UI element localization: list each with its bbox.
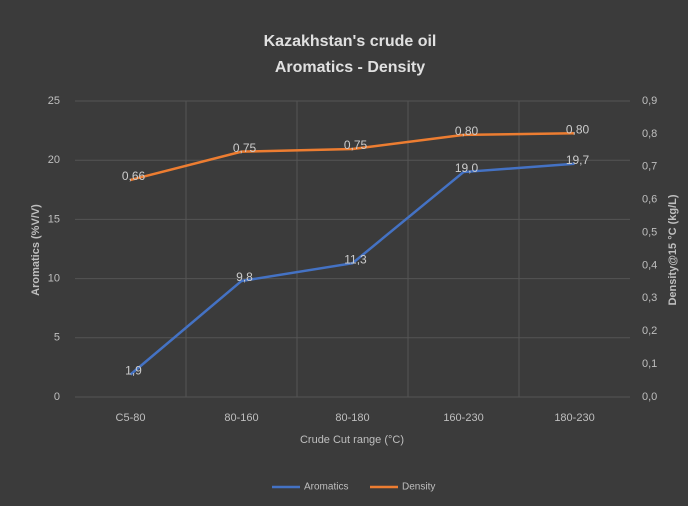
y2-tick-label: 0,2 xyxy=(642,325,657,337)
chart-subtitle: Aromatics - Density xyxy=(275,59,425,76)
series-line xyxy=(130,131,575,182)
data-label: 19,0 xyxy=(455,161,479,175)
y-tick-label: 25 xyxy=(48,95,60,107)
data-label: 0,80 xyxy=(566,122,590,136)
x-axis-label: Crude Cut range (°C) xyxy=(300,434,404,446)
legend-label: Aromatics xyxy=(304,482,348,493)
data-label: 0,75 xyxy=(344,138,368,152)
y-tick-label: 15 xyxy=(48,213,60,225)
data-label: 0,80 xyxy=(455,124,479,138)
data-label: 11,3 xyxy=(344,252,367,266)
data-label: 19,7 xyxy=(566,153,590,167)
y2-tick-label: 0,6 xyxy=(642,194,657,206)
y2-tick-label: 0,8 xyxy=(642,128,657,140)
y2-axis-label: Density@15 °C (kg/L) xyxy=(667,194,679,305)
y2-tick-label: 0,3 xyxy=(642,292,657,304)
y-axis-label: Aromatics (%V/V) xyxy=(30,204,42,296)
y-tick-label: 0 xyxy=(54,391,60,403)
x-tick-label: 180-230 xyxy=(554,412,594,424)
data-label: 1,9 xyxy=(125,364,142,378)
data-label: 9,8 xyxy=(236,270,253,284)
x-tick-label: 80-160 xyxy=(224,412,258,424)
data-label: 0,66 xyxy=(122,169,146,183)
data-label: 0,75 xyxy=(233,141,257,155)
y-tick-label: 20 xyxy=(48,154,60,166)
x-tick-label: C5-80 xyxy=(116,412,146,424)
y-tick-label: 10 xyxy=(48,273,60,285)
y2-tick-label: 0,7 xyxy=(642,161,657,173)
x-tick-label: 160-230 xyxy=(443,412,483,424)
y2-tick-label: 0,1 xyxy=(642,358,657,370)
legend-label: Density xyxy=(402,482,435,493)
chart-title: Kazakhstan's crude oil xyxy=(264,33,437,50)
y2-tick-label: 0,0 xyxy=(642,391,657,403)
series-line xyxy=(129,162,575,376)
y2-tick-label: 0,9 xyxy=(642,95,657,107)
y2-tick-label: 0,5 xyxy=(642,226,657,238)
y-tick-label: 5 xyxy=(54,332,60,344)
x-tick-label: 80-180 xyxy=(335,412,369,424)
y2-tick-label: 0,4 xyxy=(642,259,657,271)
